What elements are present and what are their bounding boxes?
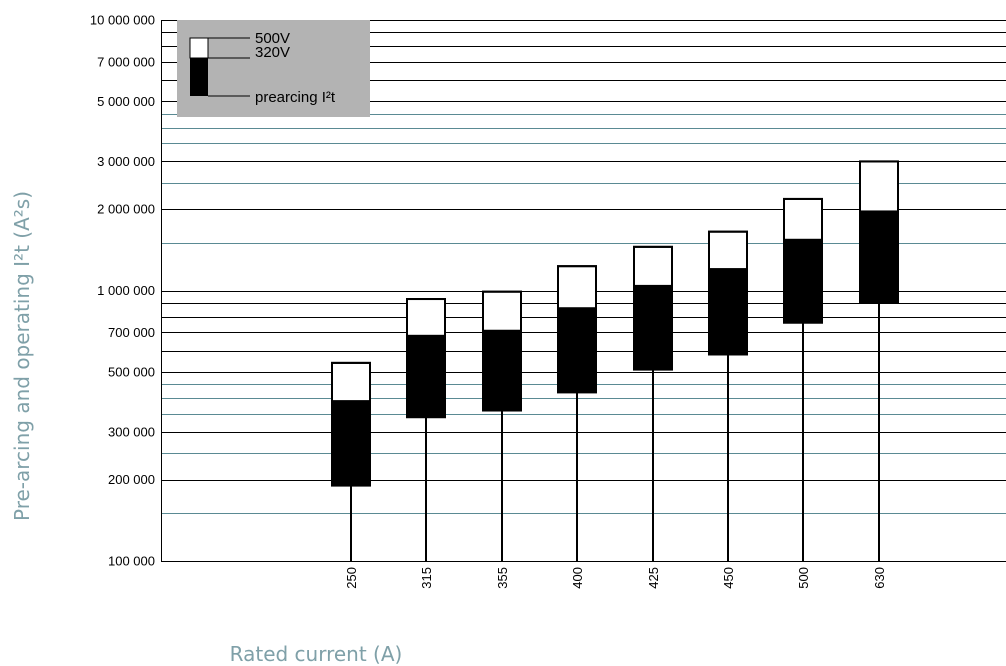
bar-outline [633,245,673,371]
bar-segment-prearcing [483,330,521,411]
bar-segment-prearcing [784,239,822,323]
bar-outline [859,160,899,304]
bar-segment-prearcing [558,308,596,393]
y-tick-label: 300 000 [108,424,155,439]
y-tick-label: 1 000 000 [97,283,155,298]
bar-segment-prearcing [332,401,370,486]
x-tick-labels: 250 315 355 400 425 450 500 630 [344,567,887,589]
x-tick-label: 315 [419,567,434,589]
y-tick-label: 3 000 000 [97,154,155,169]
bar-outline [331,361,371,487]
x-tick-label: 500 [796,567,811,589]
x-tick-label: 630 [872,567,887,589]
bar-segment-500v [482,290,522,332]
bar-segment-500v [331,361,371,403]
legend-background [177,20,370,117]
bar-segment-prearcing [634,285,672,370]
bar-segment-500v [557,265,597,310]
y-tick-label: 100 000 [108,554,155,569]
x-tick-label: 450 [721,567,736,589]
y-axis-title: Pre-arcing and operating I²t (A²s) [10,191,34,521]
y-tick-label: 500 000 [108,364,155,379]
x-axis-title: Rated current (A) [230,642,403,666]
y-tick-label: 700 000 [108,325,155,340]
bar-segment-500v [406,298,446,337]
y-tick-labels: 100 000 200 000 300 000 500 000 700 000 1 000… [90,13,155,569]
bar-segment-500v [708,230,748,271]
y-tick-label: 2 000 000 [97,202,155,217]
bar-segment-500v [633,245,673,287]
bar-segment-prearcing [709,269,747,355]
y-tick-label: 200 000 [108,472,155,487]
bar-segment-prearcing [860,211,898,303]
legend-label-500v: 500V [255,30,290,47]
x-tick-label: 425 [646,567,661,589]
bar-segment-prearcing [407,335,445,418]
bar-outline [557,265,597,394]
x-tick-label: 355 [495,567,510,589]
y-tick-label: 7 000 000 [97,54,155,69]
legend: 500V 320V prearcing I²t [177,20,370,117]
y-tick-label: 10 000 000 [90,13,155,28]
bar-outline [406,298,446,419]
x-tick-label: 400 [570,567,585,589]
bar-outline [708,230,748,356]
bars [331,160,899,561]
legend-label-320v: 320V [255,44,290,61]
x-tick-label: 250 [344,567,359,589]
y-tick-label: 5 000 000 [97,94,155,109]
legend-swatch-500v [189,37,209,59]
bar-outline [783,197,823,324]
legend-swatch-prearcing [190,58,208,96]
bar-segment-500v [859,160,899,213]
bar-outline [482,290,522,412]
bar-segment-500v [783,197,823,241]
legend-label-prearcing: prearcing I²t [255,89,336,106]
